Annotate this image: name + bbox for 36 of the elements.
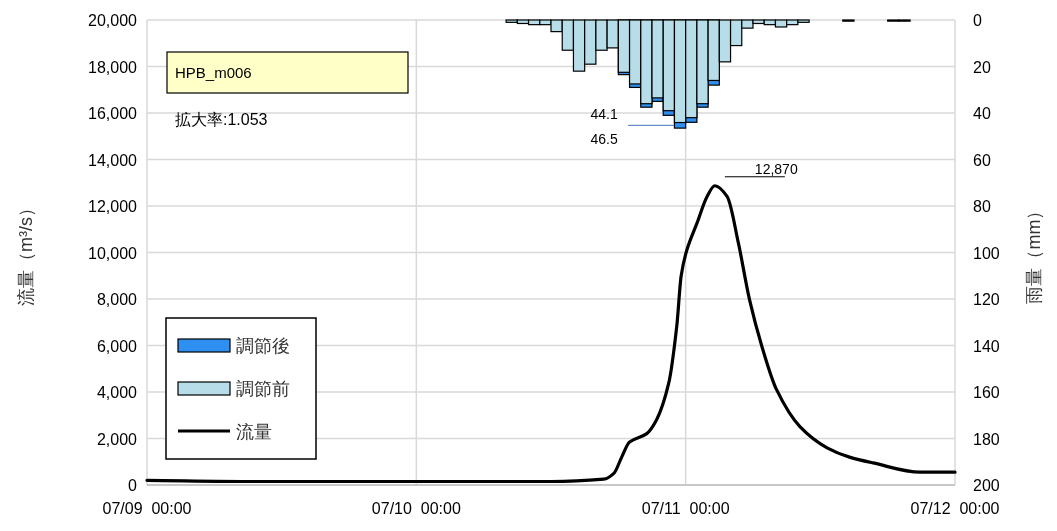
legend-label: 調節前 <box>236 379 290 399</box>
y2-tick-label: 20 <box>973 58 991 76</box>
y-tick-label: 4,000 <box>96 384 138 401</box>
x-tick-label: 07/10 00:00 <box>371 500 461 517</box>
data-label: 46.5 <box>590 131 618 148</box>
y2-tick-label: 100 <box>973 244 1000 262</box>
y-tick-label: 16,000 <box>88 105 138 122</box>
y2-tick-label: 80 <box>973 198 991 215</box>
annotation: 拡大率:1.053 <box>175 111 268 128</box>
y-tick-label: 18,000 <box>88 58 138 76</box>
y-tick-label: 6,000 <box>96 337 138 355</box>
y-axis-title: 流量（m³/s） <box>16 199 36 306</box>
y2-tick-label: 200 <box>973 477 1000 494</box>
legend-label: 流量 <box>236 422 272 442</box>
y-tick-label: 14,000 <box>88 151 138 169</box>
y2-tick-label: 140 <box>973 337 1000 355</box>
y-tick-label: 12,000 <box>88 198 138 215</box>
y-tick-label: 2,000 <box>96 430 138 448</box>
y2-tick-label: 60 <box>973 151 991 169</box>
y2-axis-title: 雨量（mm） <box>1024 201 1044 304</box>
data-label: 44.1 <box>590 106 618 123</box>
y2-tick-label: 180 <box>973 430 1000 448</box>
x-tick-label: 07/11 00:00 <box>641 500 730 517</box>
y-tick-label: 0 <box>128 477 138 494</box>
y-tick-label: 8,000 <box>96 291 138 308</box>
x-tick-label: 07/12 00:00 <box>910 500 1000 517</box>
annotation: 12,870 <box>754 160 798 177</box>
legend-label: 調節後 <box>236 336 290 356</box>
y2-tick-label: 0 <box>973 12 982 29</box>
y2-tick-label: 160 <box>973 384 1000 401</box>
y-tick-label: 20,000 <box>88 12 138 29</box>
y-tick-label: 10,000 <box>88 244 138 262</box>
annotation: HPB_m006 <box>175 64 252 81</box>
y2-tick-label: 40 <box>973 105 991 122</box>
x-tick-label: 07/09 00:00 <box>102 500 192 517</box>
y2-tick-label: 120 <box>973 291 1000 308</box>
